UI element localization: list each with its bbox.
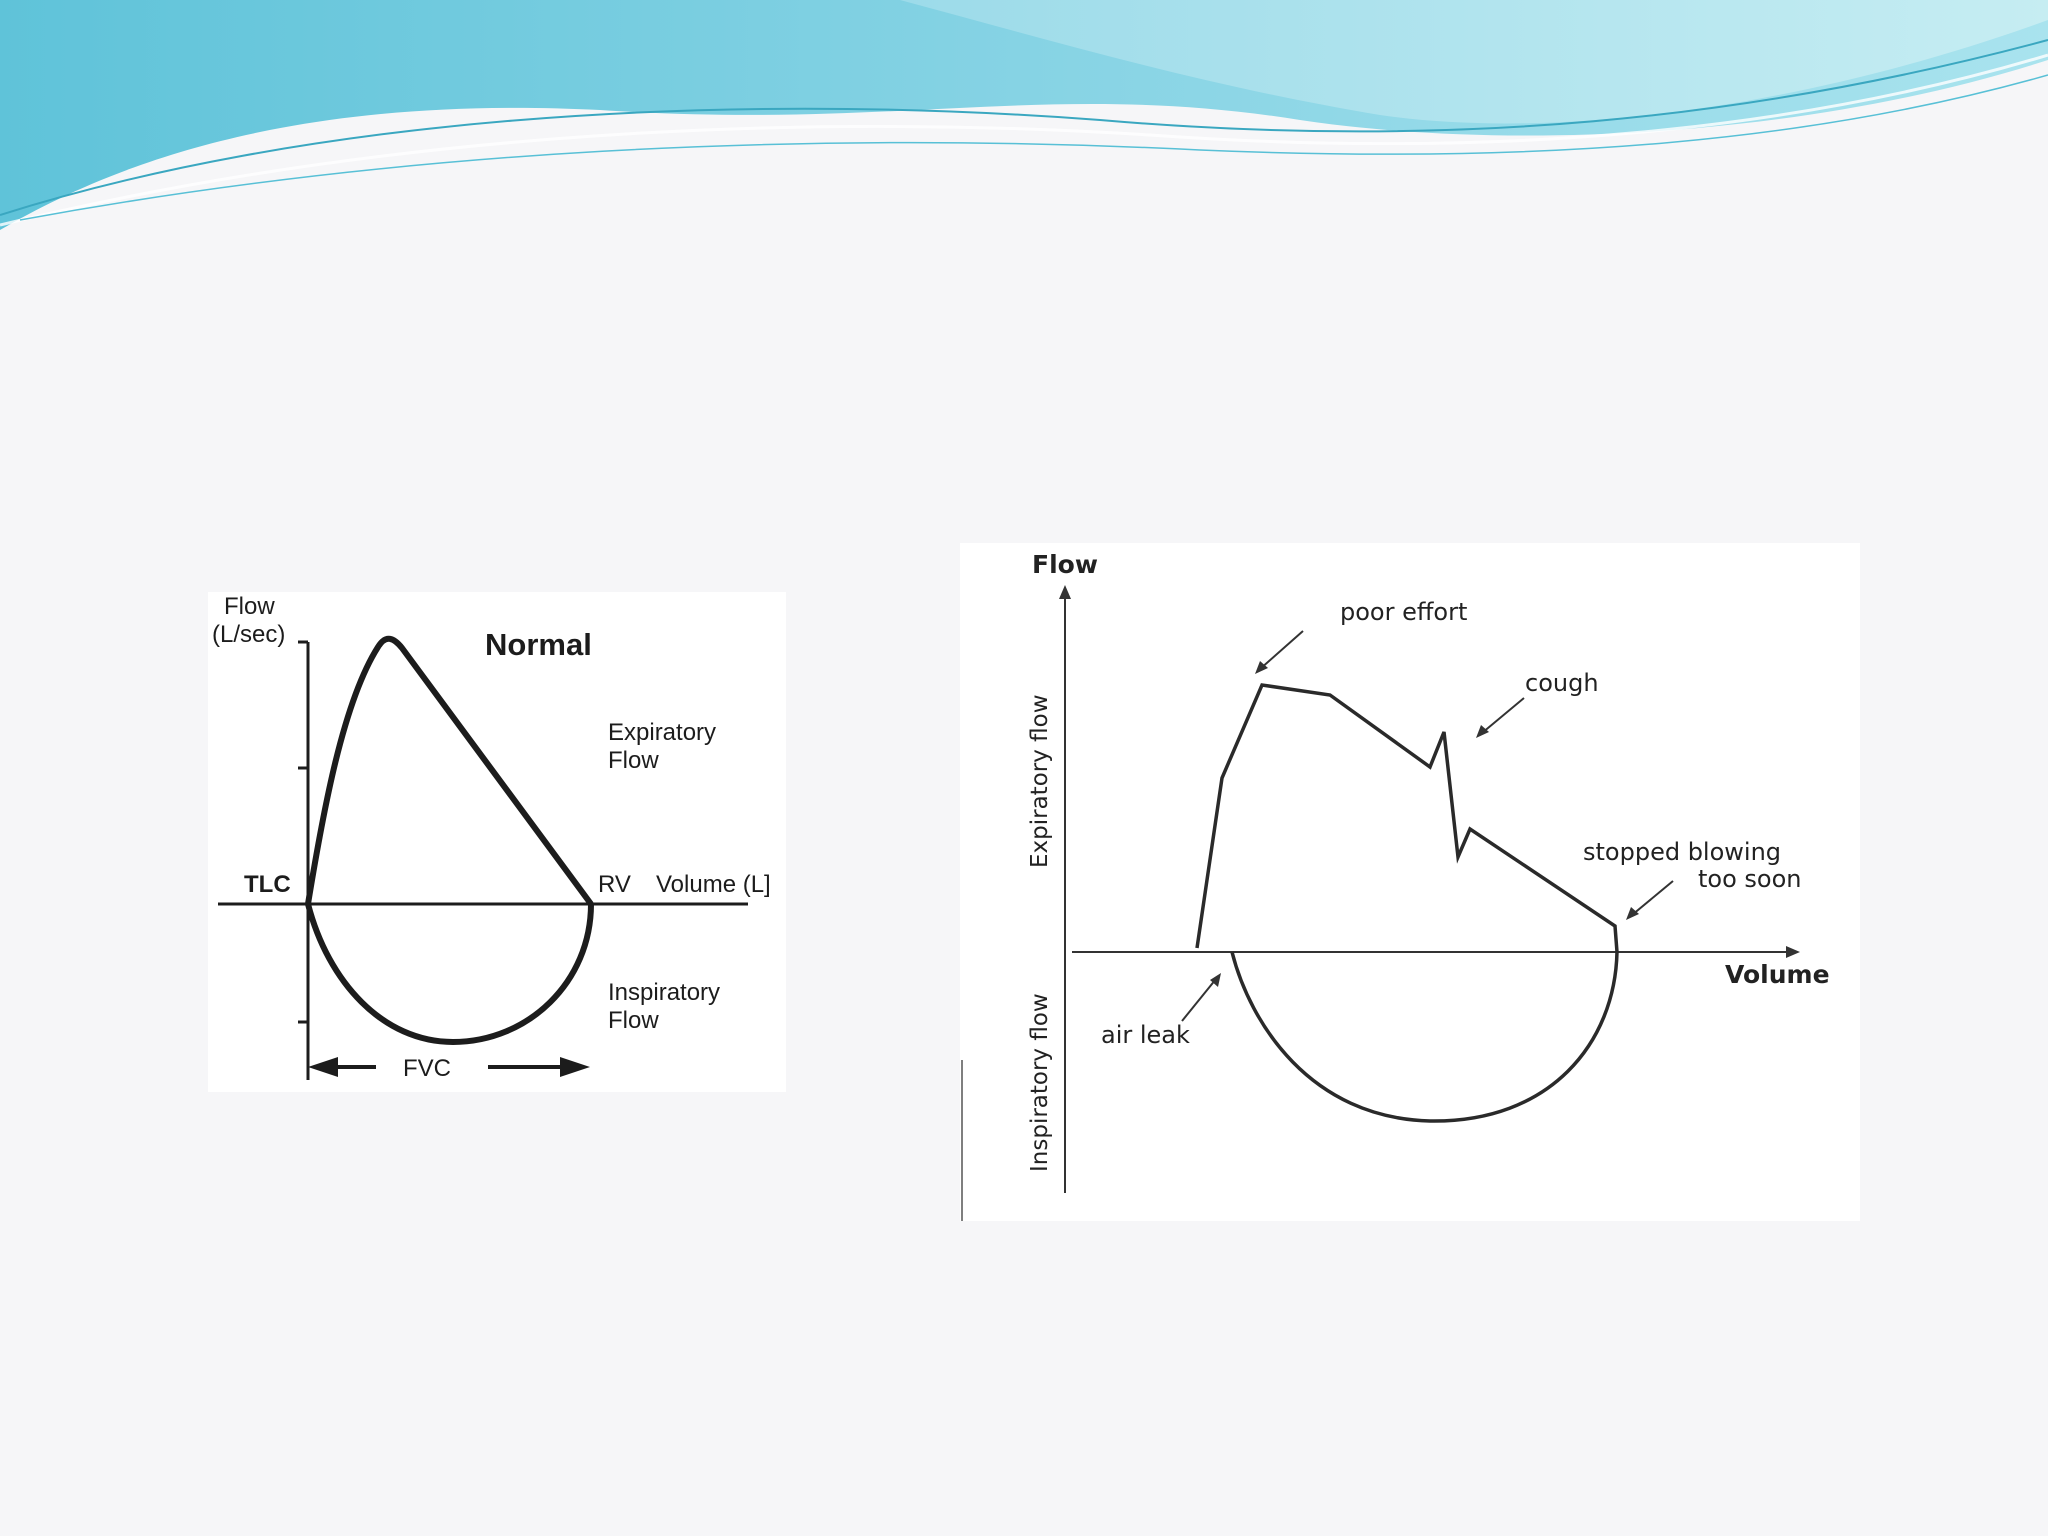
poor-effort-arrow: [1259, 630, 1304, 670]
expiratory-label-line2: Flow: [608, 747, 659, 774]
error-x-axis-arrow: [1786, 946, 1800, 958]
cough-arrowhead: [1476, 725, 1489, 738]
normal-y-label-line2: (L/sec): [212, 621, 285, 648]
cough-label: cough: [1525, 669, 1599, 697]
tlc-label: TLC: [244, 871, 291, 898]
air-leak-label: air leak: [1101, 1021, 1190, 1049]
normal-loop-panel: Flow (L/sec) Normal Expiratory Flow TLC …: [208, 592, 786, 1092]
rv-label: RV: [598, 871, 631, 898]
normal-expiratory-curve: [305, 635, 594, 906]
header-wave-decoration: [0, 0, 2048, 230]
error-expiratory-curve: [1195, 683, 1619, 953]
stopped-blowing-arrowhead: [1626, 907, 1639, 920]
error-y-label: Flow: [1032, 550, 1098, 579]
stopped-blowing-label-line2: too soon: [1698, 865, 1802, 893]
poor-effort-label: poor effort: [1340, 598, 1467, 626]
air-leak-arrow: [1181, 978, 1217, 1022]
expiratory-label-line1: Expiratory: [608, 719, 716, 746]
expiratory-axis-label: Expiratory flow: [1027, 694, 1053, 868]
stopped-blowing-label-line1: stopped blowing: [1583, 838, 1781, 866]
error-loop-panel: Flow Volume Expiratory flow Inspiratory …: [960, 543, 1860, 1221]
normal-y-label-line1: Flow: [224, 593, 275, 620]
normal-x-label: Volume (L]: [656, 871, 771, 898]
error-x-label: Volume: [1725, 960, 1830, 989]
inspiratory-axis-label: Inspiratory flow: [1027, 993, 1053, 1172]
inspiratory-label-line2: Flow: [608, 1007, 659, 1034]
normal-inspiratory-curve: [305, 903, 594, 1046]
cough-arrow: [1481, 697, 1525, 734]
fvc-arrow-right-head: [560, 1057, 590, 1077]
stopped-blowing-arrow: [1631, 880, 1674, 916]
inspiratory-label-line1: Inspiratory: [608, 979, 720, 1006]
error-loop-diagram: Flow Volume Expiratory flow Inspiratory …: [961, 550, 1830, 1221]
error-inspiratory-curve: [1230, 951, 1619, 1123]
error-y-axis-arrow: [1059, 585, 1071, 599]
normal-title: Normal: [485, 627, 592, 662]
fvc-arrow-left-head: [308, 1057, 338, 1077]
air-leak-arrowhead: [1210, 973, 1221, 987]
fvc-label: FVC: [403, 1055, 451, 1082]
poor-effort-arrowhead: [1255, 661, 1268, 674]
normal-loop-diagram: Flow (L/sec) Normal Expiratory Flow TLC …: [212, 593, 771, 1082]
